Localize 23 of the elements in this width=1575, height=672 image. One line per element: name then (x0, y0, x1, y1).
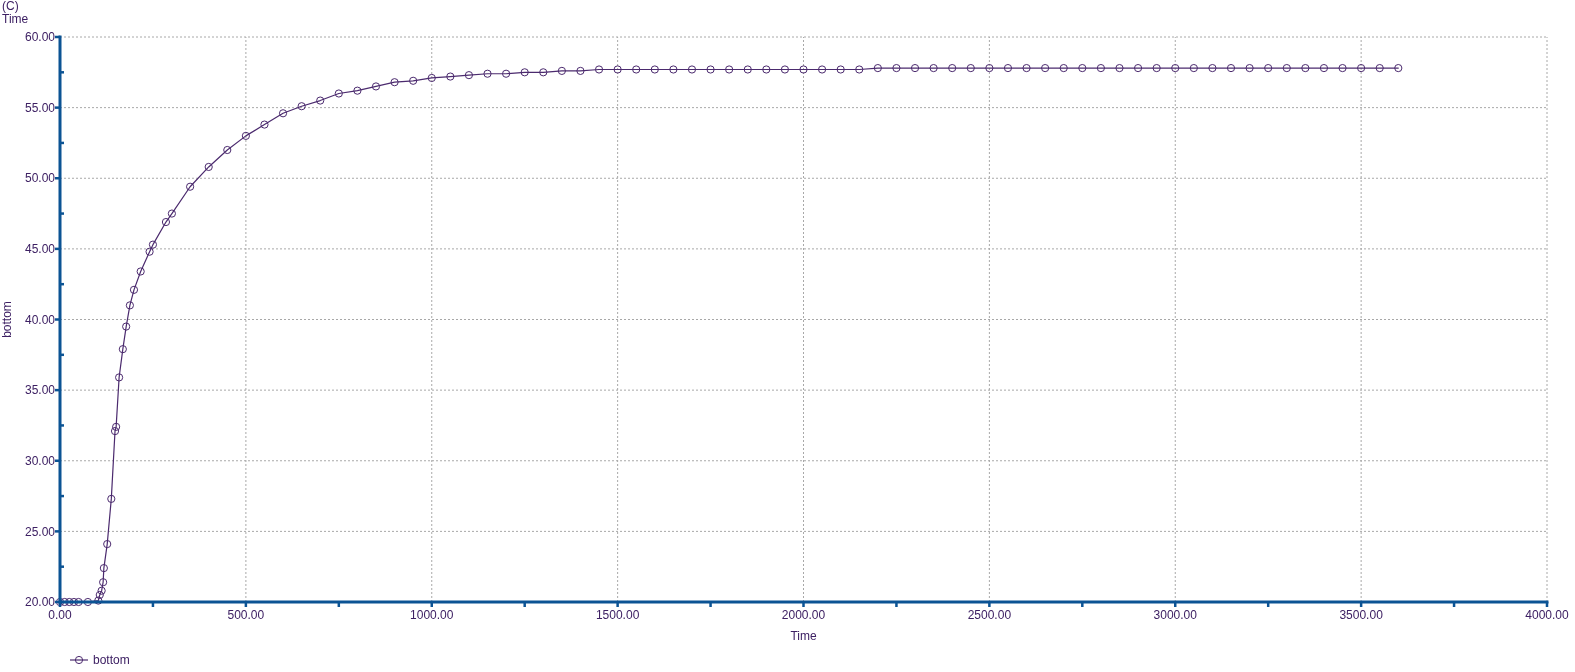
x-tick-label: 3000.00 (1153, 608, 1198, 622)
y-tick-label: 45.00 (24, 242, 56, 257)
y-tick-label: 50.00 (24, 171, 56, 186)
x-tick-label: 2500.00 (967, 608, 1012, 622)
x-tick-label: 500.00 (227, 608, 265, 622)
y-tick-label: 25.00 (24, 524, 56, 539)
x-tick-label: 2000.00 (781, 608, 826, 622)
text: Time (2, 12, 29, 26)
y-tick-label: 60.00 (24, 30, 56, 45)
text: (C) (2, 0, 19, 13)
legend-label: bottom (93, 653, 130, 668)
x-tick-label: 4000.00 (1525, 608, 1570, 622)
y-tick-label: 40.00 (24, 312, 56, 327)
y-tick-label: 55.00 (24, 100, 56, 115)
y-tick-label: 20.00 (24, 595, 56, 610)
y-tick-label: 35.00 (24, 383, 56, 398)
x-axis-title: Time (790, 629, 817, 643)
x-tick-label: 1500.00 (595, 608, 640, 622)
x-tick-label: 0.00 (48, 608, 72, 622)
x-tick-label: 1000.00 (410, 608, 454, 622)
x-tick-label: 3500.00 (1339, 608, 1384, 622)
y-tick-label: 30.00 (24, 453, 56, 468)
y-axis-title: bottom (0, 301, 14, 338)
